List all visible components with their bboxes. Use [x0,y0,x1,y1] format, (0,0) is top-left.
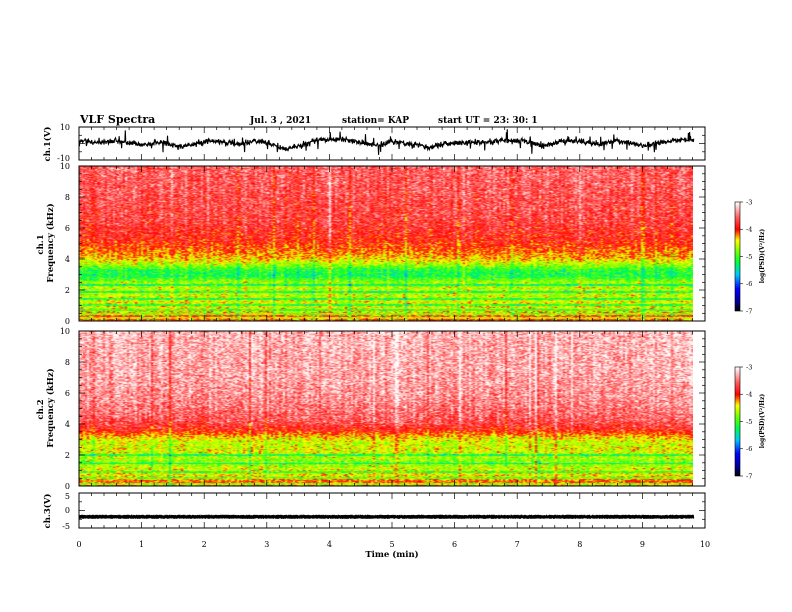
ch2-frequency-label: Frequency (kHz) [45,368,56,447]
frequency-tick-label: 2 [65,286,70,295]
ch1-waveform-trace [78,129,695,155]
ch3-ytick-top: 5 [65,492,70,501]
time-tick-label: 6 [452,540,457,549]
frequency-tick-label: 4 [65,255,70,264]
time-tick-label: 5 [389,540,394,549]
frequency-tick-label: 6 [65,224,70,233]
ch1-waveform-line [78,129,695,155]
time-tick-label: 8 [577,540,582,549]
frequency-tick-label: 0 [65,482,70,491]
frequency-tick-label: 6 [65,389,70,398]
colorbar-tick-label: -6 [746,280,752,288]
station-label: station= KAP [342,116,409,126]
ch2-spectrogram-ylabel: ch.2 Frequency (kHz) [36,368,56,447]
ch2-colorbar: -3 -4 -5 -6 -7 log(PSD)(V²/Hz) [734,363,766,480]
colorbar-tick-label: -5 [746,418,752,426]
ch3-waveform-trace [78,514,695,519]
ch2-colorbar-label: log(PSD)(V²/Hz) [759,394,766,449]
ch3-waveform-ticks [78,492,706,529]
ch1-spectrogram-ticks [78,165,706,322]
ch1-waveform-ylabel: ch.1(V) [42,127,53,162]
frequency-tick-label: 2 [65,451,70,460]
ch1-waveform-ticks [78,126,706,161]
ch1-frequency-label: Frequency (kHz) [45,203,56,282]
figure-title: VLF Spectra [79,113,155,126]
ch2-channel-label: ch.2 [36,399,46,419]
ch3-waveform-line [78,514,695,519]
time-tick-label: 3 [264,540,269,549]
colorbar-tick-label: -3 [746,198,752,206]
colorbar-tick-label: -4 [746,391,752,399]
start-time-label: start UT = 23: 30: 1 [438,116,538,126]
ch1-spectrogram-image [79,166,693,321]
time-tick-label: 4 [327,540,332,549]
time-tick-label: 7 [515,540,520,549]
frequency-tick-label: 10 [60,162,70,171]
ch2-spectrogram-ticks [78,330,706,487]
colorbar-tick-label: -3 [746,363,752,371]
ch1-colorbar-label: log(PSD)(V²/Hz) [759,229,766,284]
colorbar-tick-label: -7 [746,472,752,480]
ch2-spectrogram-panel: 0 2 4 6 8 10 ch.2 Frequency (kHz) -3 -4 -5 -6 -7 … [36,327,766,491]
ch1-waveform-panel: 10 -10 ch.1(V) [42,123,706,163]
ch2-frequency-tick-labels: 0 2 4 6 8 10 [60,327,70,491]
time-tick-labels: 0 1 2 3 4 5 6 7 8 9 10 [76,540,710,549]
ch1-colorbar-ticks: -3 -4 -5 -6 -7 [740,198,752,315]
ch3-ytick-bottom: -5 [62,522,70,531]
ch1-ytick-bottom: -10 [57,154,70,163]
colorbar-tick-label: -4 [746,226,752,234]
ch1-ytick-top: 10 [60,123,70,132]
ch1-frequency-tick-labels: 0 2 4 6 8 10 [60,162,70,326]
frequency-tick-label: 8 [65,358,70,367]
date-label: Jul. 3 , 2021 [249,116,311,126]
time-tick-label: 9 [640,540,645,549]
time-axis-label: Time (min) [365,549,418,560]
ch3-waveform-panel: 5 0 -5 ch.3(V) 0 1 2 3 4 5 6 7 8 9 10 Time (min) [42,492,710,560]
ch2-colorbar-ticks: -3 -4 -5 -6 -7 [740,363,752,480]
frequency-tick-label: 8 [65,193,70,202]
time-tick-label: 2 [202,540,207,549]
ch2-spectrogram-image [79,331,693,486]
ch1-colorbar-gradient [735,202,740,311]
ch1-channel-label: ch.1 [36,234,46,254]
colorbar-tick-label: -5 [746,253,752,261]
frequency-tick-label: 4 [65,420,70,429]
ch1-spectrogram-ylabel: ch.1 Frequency (kHz) [36,203,56,282]
time-tick-label: 0 [76,540,81,549]
colorbar-tick-label: -6 [746,445,752,453]
ch2-colorbar-gradient [735,367,740,476]
ch3-waveform-ylabel: ch.3(V) [42,494,53,529]
colorbar-tick-label: -7 [746,307,752,315]
ch1-colorbar: -3 -4 -5 -6 -7 log(PSD)(V²/Hz) [734,198,766,315]
ch3-ytick-middle: 0 [65,506,70,515]
frequency-tick-label: 0 [65,317,70,326]
frequency-tick-label: 10 [60,327,70,336]
ch1-spectrogram-panel: 0 2 4 6 8 10 ch.1 Frequency (kHz) -3 -4 -5 -6 -7 … [36,162,766,326]
time-tick-label: 1 [139,540,144,549]
time-tick-label: 10 [700,540,710,549]
